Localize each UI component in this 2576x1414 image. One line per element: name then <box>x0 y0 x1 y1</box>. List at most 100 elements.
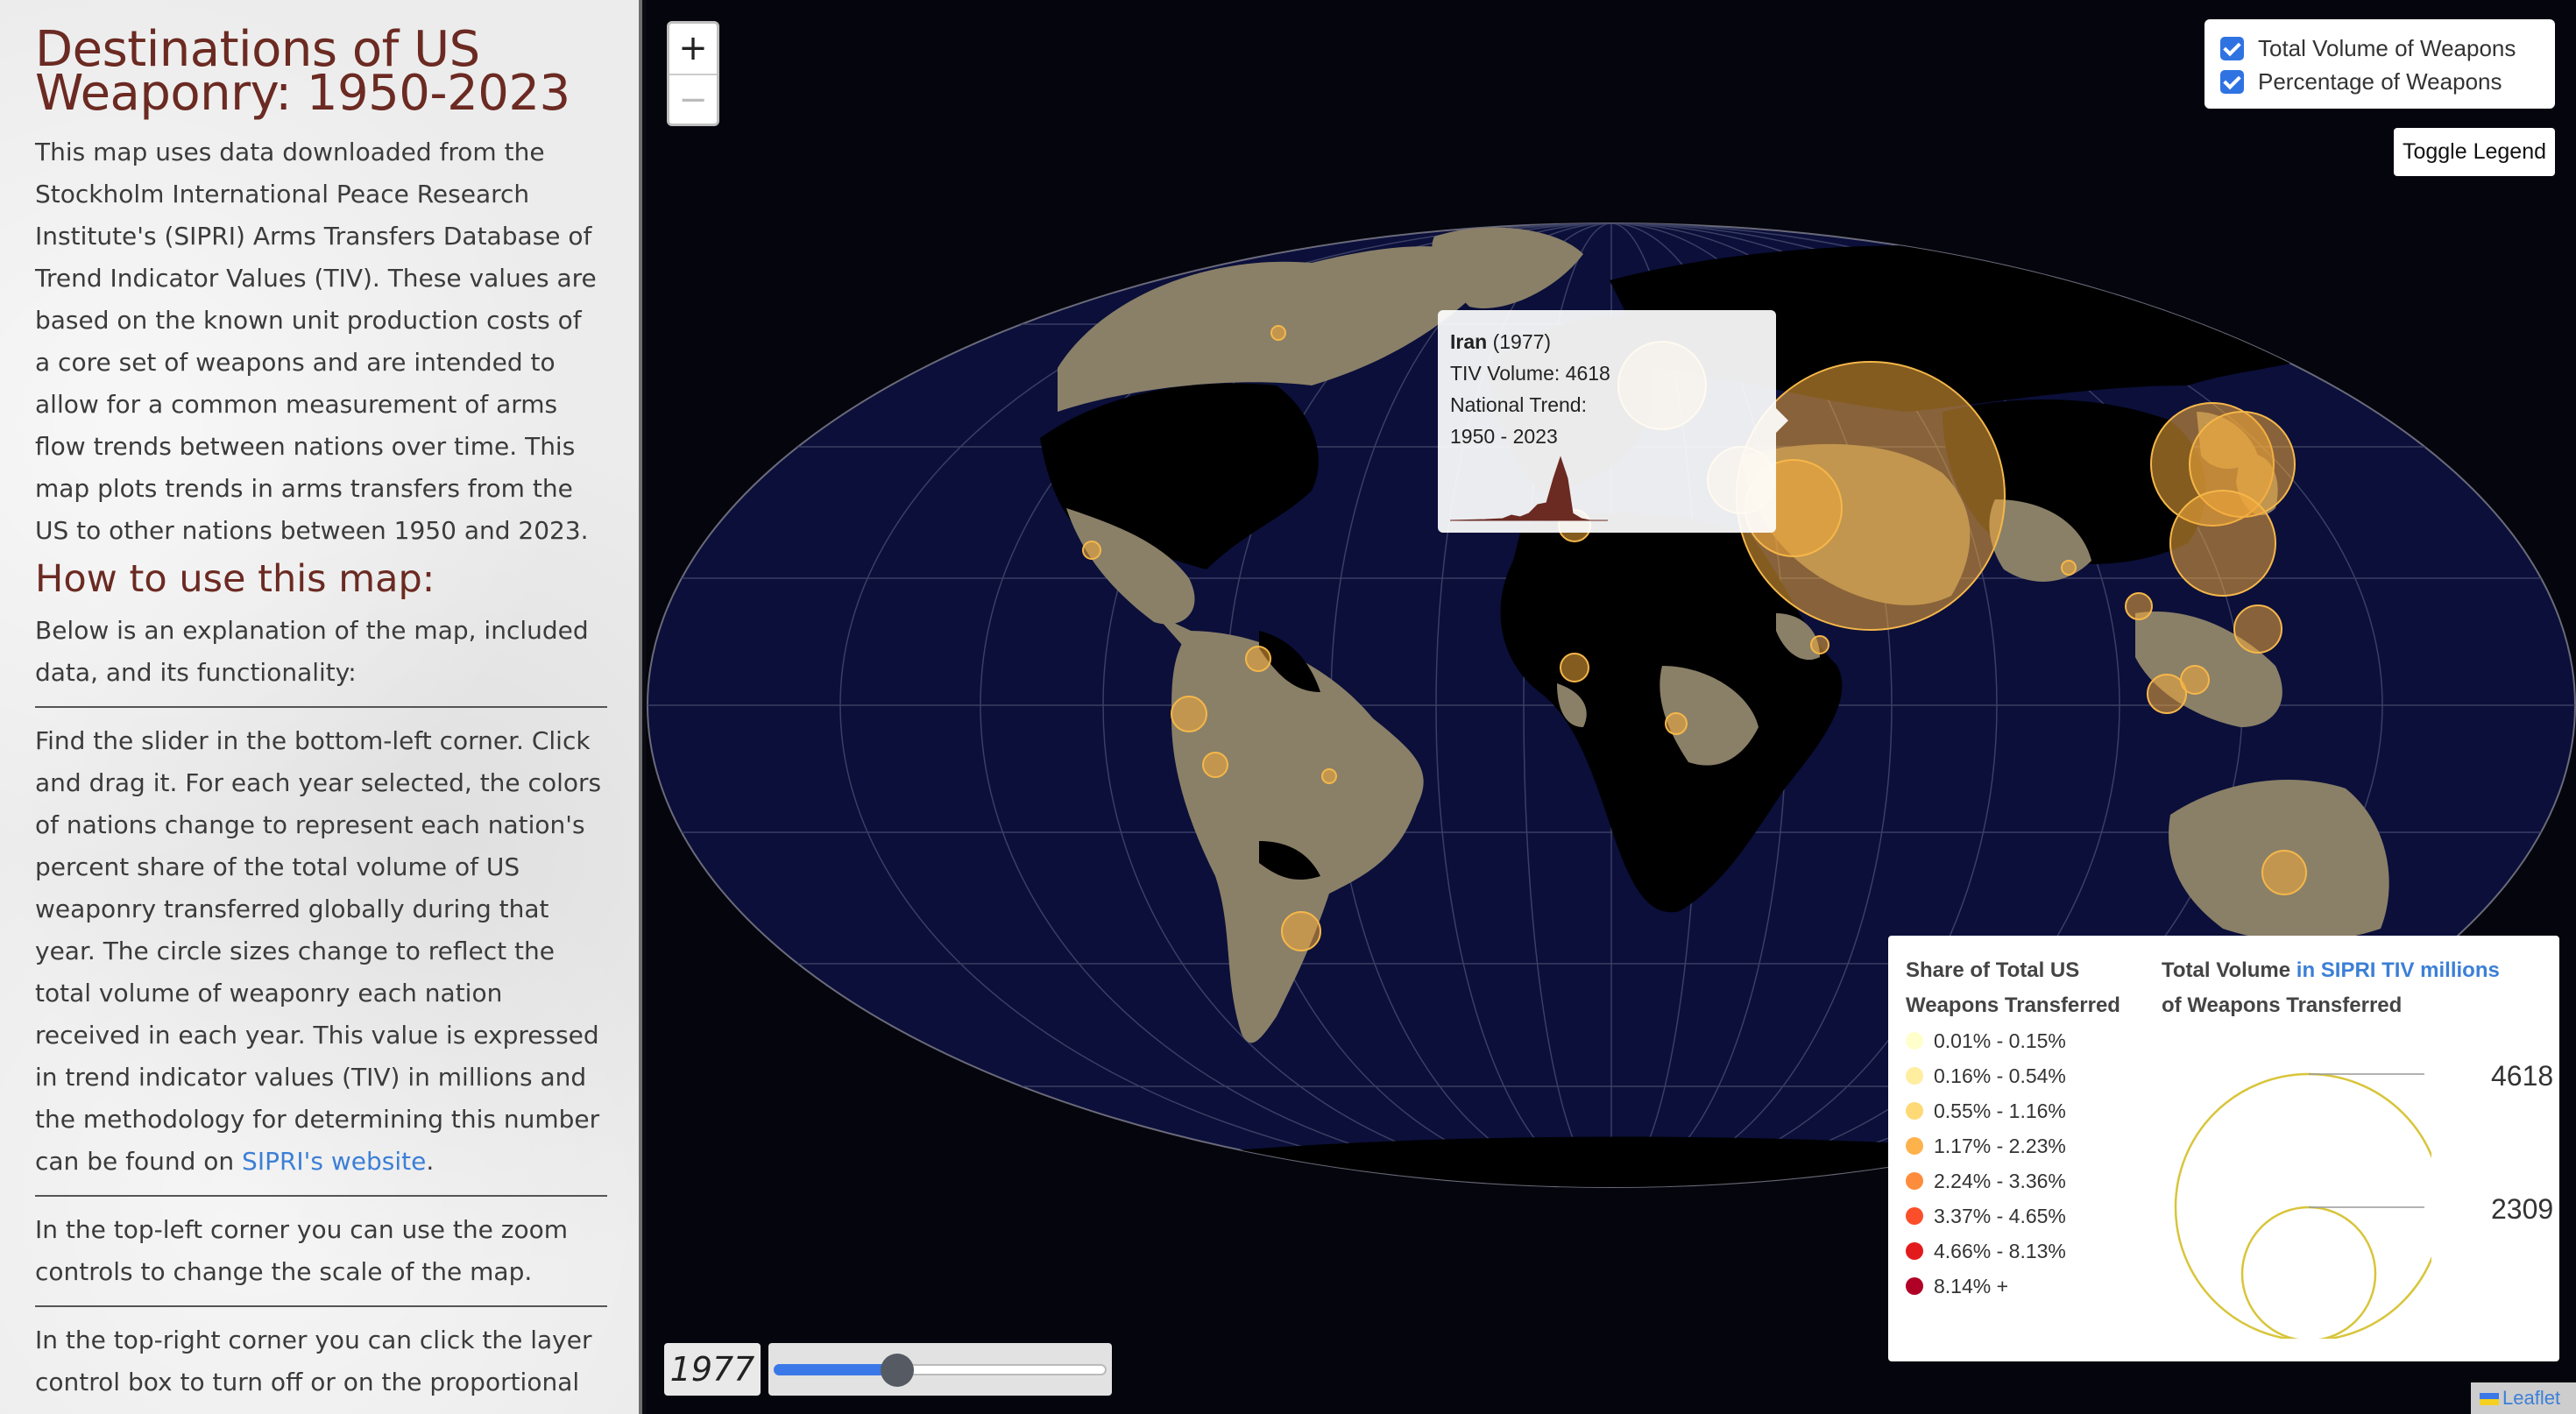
zoom-out-button[interactable]: − <box>669 74 717 124</box>
legend-class-label: 0.55% - 1.16% <box>1934 1099 2066 1122</box>
greenland[interactable] <box>1432 227 1583 308</box>
zoom-in-button[interactable]: + <box>678 28 708 68</box>
legend-swatch <box>1906 1207 1923 1225</box>
layer-instructions: In the top-right corner you can click th… <box>35 1326 592 1396</box>
popup-volume: TIV Volume: 4618 <box>1450 362 1610 385</box>
howto-heading: How to use this map: <box>35 557 435 601</box>
circle-argentina[interactable] <box>1281 911 1321 951</box>
indonesia[interactable] <box>2135 612 2282 727</box>
dr-congo[interactable] <box>1660 666 1759 766</box>
slider-instructions-text: Find the slider in the bottom-left corne… <box>35 726 602 1176</box>
zoom-instructions: In the top-left corner you can use the z… <box>35 1215 569 1286</box>
popup-year: (1977) <box>1492 330 1552 353</box>
usa[interactable] <box>1040 383 1319 570</box>
legend-class-item: 1.17% - 2.23% <box>1906 1128 2120 1163</box>
circle-canada[interactable] <box>1270 325 1286 341</box>
circle-indonesia[interactable] <box>2147 674 2187 714</box>
intro-text: This map uses data downloaded from the S… <box>35 138 597 545</box>
divider <box>35 1305 607 1307</box>
legend-swatch <box>1906 1277 1923 1295</box>
legend-class-item: 0.55% - 1.16% <box>1906 1093 2120 1128</box>
ethiopia[interactable] <box>1776 613 1820 661</box>
year-display: 1977 <box>664 1343 761 1396</box>
layer-total-volume-label: Total Volume of Weapons <box>2258 34 2516 61</box>
legend-volume-title: Total Volume in SIPRI TIV millions <box>2162 953 2500 988</box>
legend-class-label: 0.01% - 0.15% <box>1934 1029 2066 1052</box>
legend-class-label: 3.37% - 4.65% <box>1934 1204 2066 1227</box>
legend-share-title-2: Weapons Transferred <box>1906 993 2120 1017</box>
legend-share: Share of Total US Weapons Transferred 0.… <box>1906 953 2120 1304</box>
legend-class-label: 1.17% - 2.23% <box>1934 1134 2066 1157</box>
circle-taiwan[interactable] <box>2169 490 2276 597</box>
circle-mexico[interactable] <box>1082 541 1101 560</box>
legend-class-item: 3.37% - 4.65% <box>1906 1198 2120 1234</box>
popup-trend-chart <box>1449 456 1608 521</box>
toggle-legend-button[interactable]: Toggle Legend <box>2394 128 2555 176</box>
circle-colombia[interactable] <box>1171 696 1207 732</box>
legend-class-item: 8.14% + <box>1906 1269 2120 1304</box>
legend-max-value: 4618 <box>2491 1060 2554 1092</box>
paraguay[interactable] <box>1259 841 1320 880</box>
checkbox-total-volume[interactable] <box>2220 36 2244 60</box>
mexico[interactable] <box>1066 508 1195 625</box>
circle-australia[interactable] <box>2261 850 2307 895</box>
legend-class-item: 0.01% - 0.15% <box>1906 1023 2120 1058</box>
circle-philippines[interactable] <box>2233 604 2282 654</box>
checkbox-percentage[interactable] <box>2220 69 2244 94</box>
legend-classes: 0.01% - 0.15% 0.16% - 0.54% 0.55% - 1.16% 1… <box>1906 1023 2120 1304</box>
legend: Share of Total US Weapons Transferred 0.… <box>1888 936 2559 1361</box>
year-slider[interactable] <box>768 1343 1112 1396</box>
legend-swatch <box>1906 1067 1923 1085</box>
world-map[interactable] <box>646 0 2576 1414</box>
legend-swatch <box>1906 1172 1923 1190</box>
trend-sparkline <box>1449 456 1608 521</box>
legend-class-label: 8.14% + <box>1934 1274 2009 1297</box>
legend-volume-title-b: in SIPRI TIV millions <box>2296 958 2500 982</box>
circle-venezuela[interactable] <box>1245 646 1271 672</box>
legend-volume: Total Volume in SIPRI TIV millions of We… <box>2162 953 2500 1023</box>
zoom-control: + − <box>667 21 719 126</box>
gabon[interactable] <box>1557 683 1587 727</box>
popup-range: 1950 - 2023 <box>1450 425 1558 448</box>
circle-peru[interactable] <box>1202 752 1228 778</box>
layer-total-volume[interactable]: Total Volume of Weapons <box>2220 32 2539 65</box>
sipri-link[interactable]: SIPRI's website <box>242 1147 427 1176</box>
legend-circle-mid <box>2240 1205 2377 1339</box>
popup-title: Iran (1977) <box>1450 326 1764 357</box>
slider-fill <box>774 1364 897 1375</box>
page-title: Destinations of US Weaponry: 1950-2023 <box>35 21 570 122</box>
slider-thumb[interactable] <box>880 1354 914 1387</box>
divider <box>35 706 607 708</box>
legend-share-title-1: Share of Total US <box>1906 958 2080 982</box>
legend-mid-value: 2309 <box>2491 1193 2554 1225</box>
divider <box>35 1195 607 1197</box>
legend-class-label: 2.24% - 3.36% <box>1934 1169 2066 1192</box>
country-popup: Iran (1977) TIV Volume: 4618 National Tr… <box>1438 310 1788 533</box>
layer-percentage[interactable]: Percentage of Weapons <box>2220 65 2539 98</box>
legend-class-label: 4.66% - 8.13% <box>1934 1239 2066 1262</box>
venezuela[interactable] <box>1259 631 1320 692</box>
circle-malaysia[interactable] <box>2180 665 2210 695</box>
legend-swatch <box>1906 1137 1923 1155</box>
popup-tip <box>1776 408 1788 433</box>
leaflet-attribution[interactable]: Leaflet <box>2471 1382 2576 1414</box>
map-container[interactable]: + − Total Volume of Weapons Percentage o… <box>646 0 2576 1414</box>
circle-thailand[interactable] <box>2125 592 2153 620</box>
circle-zaire[interactable] <box>1665 712 1688 735</box>
circle-ethiopia[interactable] <box>1810 635 1829 654</box>
circle-brazil[interactable] <box>1321 768 1337 784</box>
slider-instructions: Find the slider in the bottom-left corne… <box>35 726 602 1176</box>
circle-vietnam[interactable] <box>2061 560 2077 576</box>
legend-volume-title-2: of Weapons Transferred <box>2162 993 2403 1017</box>
howto-intro: Below is an explanation of the map, incl… <box>35 616 589 687</box>
legend-volume-title-a: Total Volume <box>2162 958 2291 982</box>
circle-liberia[interactable] <box>1560 653 1589 682</box>
legend-class-item: 0.16% - 0.54% <box>1906 1058 2120 1093</box>
legend-swatch <box>1906 1102 1923 1120</box>
legend-swatch <box>1906 1242 1923 1260</box>
sidebar: Destinations of US Weaponry: 1950-2023 T… <box>0 0 642 1414</box>
legend-swatch <box>1906 1032 1923 1050</box>
south-america[interactable] <box>1171 631 1424 1043</box>
attribution-label: Leaflet <box>2502 1387 2561 1409</box>
legend-circles <box>2174 1072 2431 1339</box>
